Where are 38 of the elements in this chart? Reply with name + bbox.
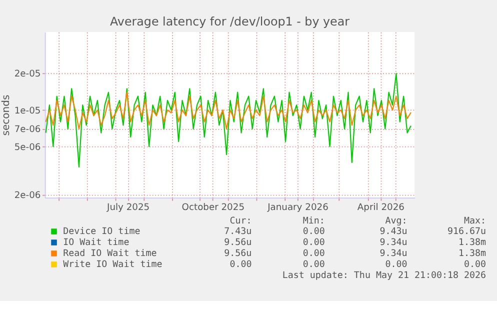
x-tick-label: July 2025 bbox=[106, 202, 150, 213]
x-tick-label: January 2026 bbox=[266, 202, 329, 213]
text: 9.34u bbox=[380, 249, 408, 260]
text: 9.43u bbox=[380, 227, 408, 238]
text: Avg: bbox=[385, 216, 408, 226]
text: 0.00 bbox=[230, 260, 252, 270]
text: 9.56u bbox=[224, 238, 252, 248]
text: 9.34u bbox=[380, 238, 408, 248]
legend-label: Write IO Wait time bbox=[63, 260, 162, 270]
text: Cur: bbox=[230, 216, 252, 226]
y-tick-label: 2e-06 bbox=[14, 191, 41, 202]
text: Max: bbox=[464, 216, 486, 226]
legend-label: IO Wait time bbox=[63, 238, 130, 248]
text: 0.00 bbox=[302, 227, 325, 238]
text: Last update: Thu May 21 21:00:18 2026 bbox=[282, 271, 486, 282]
line-series bbox=[45, 92, 412, 130]
text: 0.00 bbox=[302, 238, 325, 248]
text: 0.00 bbox=[302, 249, 325, 260]
text: 9.56u bbox=[224, 249, 252, 260]
text: 0.00 bbox=[385, 260, 408, 270]
y-axis-title: seconds bbox=[0, 94, 12, 136]
text: 0.00 bbox=[464, 260, 486, 270]
y-tick-label: 5e-06 bbox=[14, 142, 41, 153]
line-series bbox=[45, 72, 412, 168]
legend-label: Device IO time bbox=[63, 227, 140, 238]
y-tick-label: 2e-05 bbox=[14, 70, 41, 80]
text: 1.38m bbox=[458, 238, 486, 248]
text: 0.00 bbox=[302, 260, 325, 270]
x-tick-label: April 2026 bbox=[357, 202, 405, 213]
text: Min: bbox=[302, 216, 325, 226]
text: 1.38m bbox=[458, 249, 486, 260]
legend-label: Read IO Wait time bbox=[63, 249, 157, 260]
text: 916.67u bbox=[447, 227, 486, 238]
chart-title: Average latency for /dev/loop1 - by year bbox=[110, 14, 350, 29]
y-tick-label: 7e-06 bbox=[14, 125, 41, 136]
text: 7.43u bbox=[224, 227, 252, 238]
y-tick-label: 1e-05 bbox=[14, 106, 41, 116]
x-tick-label: October 2025 bbox=[182, 202, 245, 213]
